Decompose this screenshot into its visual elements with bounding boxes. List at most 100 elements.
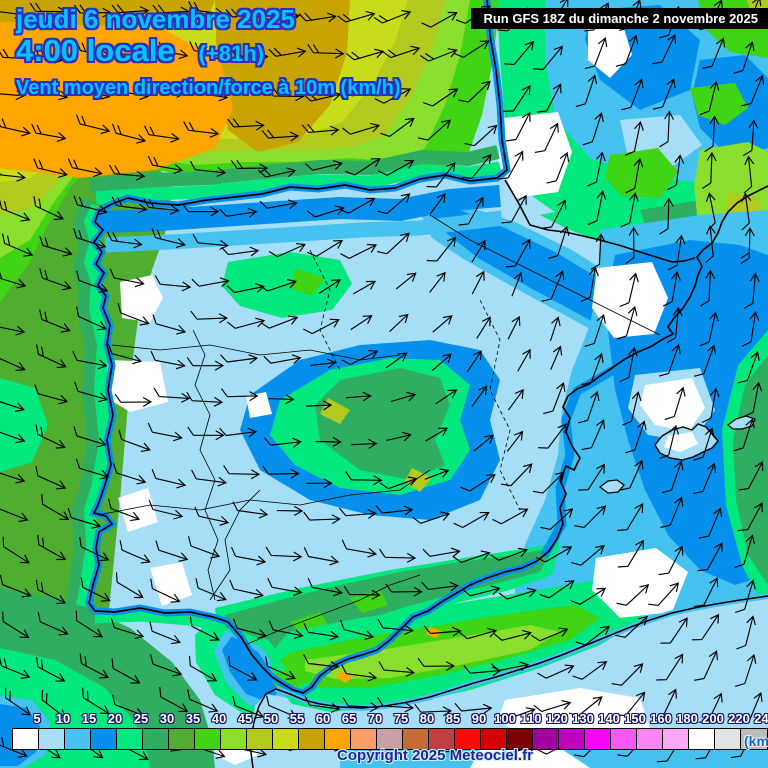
wind-arrow: [700, 269, 716, 307]
legend-color-box: [65, 729, 91, 749]
wind-arrow: [491, 661, 530, 672]
wind-arrow: [0, 401, 25, 413]
wind-arrow: [694, 650, 718, 681]
wind-arrow: [453, 512, 490, 529]
wind-arrow: [421, 11, 458, 28]
wind-arrow: [228, 655, 258, 681]
legend-tick-label: 180: [676, 711, 698, 726]
wind-arrow: [0, 657, 31, 679]
wind-arrow: [194, 506, 230, 526]
wind-arrow: [739, 691, 763, 724]
wind-arrow: [73, 426, 107, 448]
legend-tick-label: 90: [471, 711, 487, 726]
wind-arrow: [532, 471, 565, 494]
wind-arrow: [73, 4, 112, 18]
wind-arrow: [230, 546, 267, 566]
wind-arrow: [343, 585, 381, 600]
wind-arrow: [39, 235, 73, 257]
legend-color-box: [611, 729, 637, 749]
wind-arrow: [652, 688, 677, 719]
wind-arrow: [153, 40, 189, 60]
legend-tick-label: 150: [624, 711, 646, 726]
legend-color-box: [715, 729, 741, 749]
legend-tick-label: 200: [702, 711, 724, 726]
wind-arrow: [148, 499, 184, 520]
wind-arrow: [303, 511, 341, 525]
legend-tick-label: 240: [754, 711, 768, 726]
wind-arrow: [113, 81, 150, 101]
wind-arrow: [734, 534, 756, 569]
legend-tick-label: 20: [107, 711, 123, 726]
wind-arrow: [464, 124, 498, 147]
wind-arrow: [39, 309, 71, 333]
wind-arrow: [426, 236, 457, 262]
wind-arrow: [0, 118, 31, 137]
legend-color-box: [585, 729, 611, 749]
wind-arrow: [307, 578, 343, 597]
wind-arrow: [0, 431, 26, 444]
wind-arrow: [497, 707, 536, 721]
wind-arrow: [301, 123, 340, 136]
wind-arrow: [28, 45, 64, 64]
wind-arrow: [34, 80, 69, 101]
legend-color-box: [663, 729, 689, 749]
coastlines: [88, 0, 768, 768]
wind-arrow: [503, 40, 535, 66]
wind-arrow: [743, 119, 759, 157]
wind-arrow: [587, 151, 606, 187]
wind-arrow: [738, 461, 764, 491]
wind-arrow: [699, 80, 720, 116]
wind-arrow: [452, 550, 491, 563]
wind-arrow: [187, 536, 221, 559]
wind-arrow: [473, 434, 494, 452]
wind-arrow: [109, 268, 145, 288]
wind-arrow: [153, 387, 191, 403]
wind-arrow: [616, 305, 638, 340]
wind-arrow: [617, 503, 644, 531]
wind-arrow: [117, 303, 150, 326]
legend-color-box: [741, 729, 767, 749]
wind-arrow: [735, 653, 757, 687]
legend-tick-label: 70: [367, 711, 383, 726]
wind-arrow: [150, 350, 186, 370]
wind-arrow: [737, 351, 760, 384]
wind-arrow: [490, 547, 528, 561]
wind-arrow: [625, 420, 647, 454]
wind-arrow: [34, 384, 69, 405]
wind-arrow: [267, 87, 305, 102]
wind-arrow: [303, 623, 340, 641]
legend-color-box: [143, 729, 169, 749]
legend-tick-label: 50: [263, 711, 279, 726]
wind-arrow: [507, 315, 521, 340]
legend-tick-label: 45: [237, 711, 253, 726]
wind-arrow: [619, 346, 638, 383]
wind-arrow: [221, 388, 259, 402]
wind-arrow: [578, 463, 606, 491]
wind-arrow: [233, 618, 268, 639]
wind-arrow: [572, 661, 608, 680]
wind-arrow: [435, 389, 458, 405]
wind-arrow: [307, 43, 345, 59]
wind-arrow: [227, 78, 265, 92]
wind-arrow: [546, 151, 570, 184]
wind-arrow: [466, 350, 482, 373]
wind-arrow: [192, 83, 229, 102]
wind-scale-unit: (km: [744, 733, 768, 749]
wind-arrow: [511, 272, 523, 297]
wind-arrow: [471, 385, 488, 407]
wind-arrow: [540, 508, 574, 530]
wind-arrow: [373, 10, 412, 24]
wind-arrow: [590, 233, 606, 270]
wind-arrow: [429, 271, 446, 293]
wind-scale-colorbar: [12, 728, 768, 750]
wind-arrow: [575, 74, 598, 108]
wind-arrow: [541, 270, 565, 302]
wind-arrow: [303, 654, 340, 671]
wind-arrow: [315, 436, 342, 447]
wind-arrow: [661, 460, 684, 494]
wind-arrow: [741, 192, 752, 231]
wind-arrow: [220, 354, 259, 365]
wind-arrow: [80, 577, 111, 602]
wind-arrow: [223, 465, 261, 480]
